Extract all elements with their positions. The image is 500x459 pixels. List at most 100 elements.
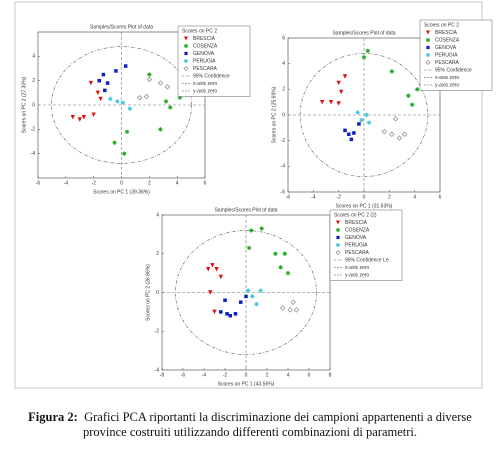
x-tick-label: -4 — [202, 372, 207, 378]
legend-label: COSENZA — [193, 43, 218, 49]
point — [250, 294, 255, 299]
point — [98, 96, 103, 102]
legend-marker — [336, 228, 340, 232]
point — [120, 100, 126, 105]
x-axis-label: Scores on PC 1 (31.63%) — [336, 203, 393, 209]
x-tick-label: -6 — [36, 180, 41, 186]
point — [225, 312, 229, 316]
point — [157, 80, 164, 86]
point — [146, 76, 153, 83]
point — [254, 301, 259, 307]
legend-marker — [335, 250, 341, 255]
point — [396, 135, 403, 141]
point — [97, 78, 101, 83]
point — [381, 128, 387, 135]
point — [282, 251, 288, 256]
x-tick-label: -6 — [181, 372, 186, 378]
point — [123, 64, 128, 68]
x-tick-label: 2 — [266, 372, 269, 378]
x-tick-label: -2 — [336, 194, 341, 200]
legend-label: x-axis zero — [345, 265, 369, 271]
point — [364, 112, 369, 118]
point — [136, 95, 143, 101]
legend-label: PESCARA — [345, 250, 370, 256]
legend-label: GENOVA — [435, 45, 457, 51]
legend-label: PERUGIA — [345, 242, 368, 248]
y-tick-label: -6 — [281, 189, 286, 195]
confidence-ellipse — [299, 53, 429, 177]
y-tick-label: -2 — [281, 138, 286, 144]
y-tick-label: 0 — [32, 102, 35, 108]
point — [214, 267, 219, 272]
x-tick-label: 6 — [439, 194, 442, 200]
x-tick-label: 0 — [120, 180, 123, 186]
point — [147, 72, 152, 77]
confidence-ellipse — [51, 46, 192, 164]
caption: Figura 2: Grafici PCA riportanti la disc… — [20, 410, 480, 440]
point — [258, 288, 263, 293]
point — [108, 96, 113, 102]
y-axis-label: Scores on PC 2 (25.69%) — [271, 86, 277, 143]
legend-label: BRESCIA — [435, 30, 458, 36]
x-tick-label: -4 — [311, 194, 316, 200]
x-tick-label: -8 — [160, 372, 165, 378]
point — [70, 114, 75, 120]
point — [233, 312, 238, 316]
legend-label: x-axis zero — [193, 81, 217, 87]
point — [287, 307, 293, 313]
point — [127, 106, 133, 111]
legend-marker — [426, 30, 430, 35]
point — [244, 294, 248, 299]
chart-title: Samples/Scores Plot of data — [332, 30, 395, 36]
x-tick-label: 6 — [204, 180, 207, 186]
legend-label: GENOVA — [345, 235, 367, 241]
point — [223, 298, 227, 303]
legend-marker — [336, 220, 340, 225]
legend-label: GENOVA — [193, 51, 215, 57]
legend-title: Scores on PC 2 (2) — [334, 212, 377, 218]
legend-label: y-axis zero — [345, 272, 369, 278]
point — [114, 69, 118, 73]
point — [112, 140, 117, 145]
x-tick-label: -4 — [64, 180, 69, 186]
y-tick-label: -2 — [155, 329, 160, 335]
point — [342, 74, 348, 79]
point — [343, 128, 347, 133]
y-tick-label: -4 — [155, 367, 160, 373]
point — [95, 90, 101, 96]
point — [259, 226, 264, 231]
y-tick-label: -2 — [31, 127, 36, 133]
y-tick-label: 0 — [282, 112, 285, 118]
point — [406, 93, 411, 98]
y-tick-label: -4 — [31, 151, 36, 157]
legend-label: PESCARA — [193, 66, 218, 72]
chart-title: Samples/Scores Plot of data — [214, 207, 277, 213]
legend-label: PESCARA — [435, 60, 460, 66]
point — [357, 122, 361, 126]
y-axis-label: Scores on PC 2 (27.30%) — [21, 76, 27, 133]
point — [389, 69, 395, 74]
caption-text: Grafici PCA riportanti la discriminazion… — [82, 410, 472, 439]
legend-marker — [184, 36, 188, 41]
point — [361, 55, 367, 60]
point — [228, 313, 233, 318]
point — [352, 131, 356, 135]
x-axis-label: Scores on PC 1 (43.56%) — [218, 381, 275, 387]
point — [77, 117, 82, 122]
chart-title: Samples/Scores Plot of data — [90, 24, 153, 30]
figure: Samples/Scores Plot of data Scores on PC … — [14, 1, 493, 389]
point — [143, 93, 150, 100]
point — [88, 80, 94, 86]
legend-label: COSENZA — [345, 227, 370, 233]
point — [212, 309, 217, 315]
point — [409, 102, 415, 107]
legend-marker — [426, 38, 430, 42]
point — [238, 300, 243, 304]
point — [290, 299, 296, 305]
legend-label: y-axis zero — [193, 88, 217, 94]
legend-label: BRESCIA — [193, 36, 216, 42]
point — [389, 131, 395, 137]
point — [336, 101, 341, 106]
point — [280, 305, 286, 311]
legend-marker — [426, 53, 430, 57]
